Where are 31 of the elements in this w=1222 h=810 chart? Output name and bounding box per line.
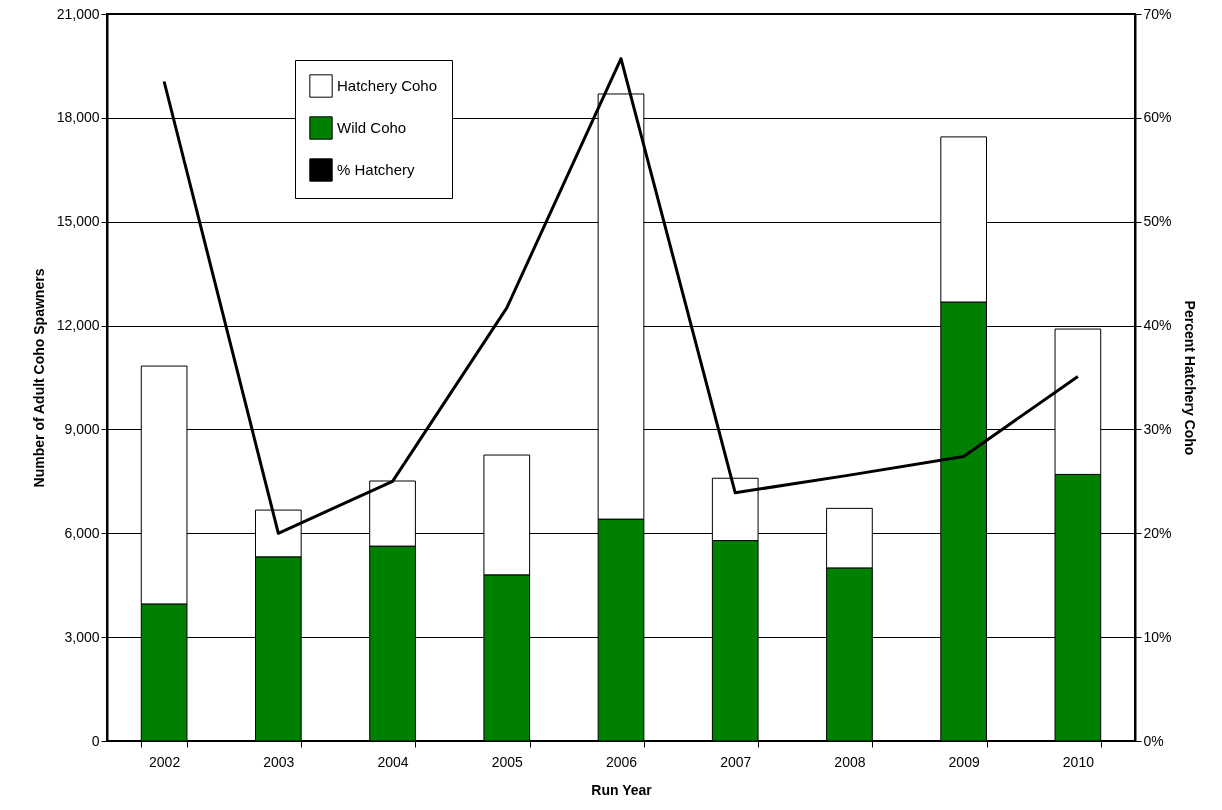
y2-tick-label: 0% [1143,732,1164,749]
legend-label: Wild Coho [337,119,407,136]
y-axis-title: Number of Adult Coho Spawners [30,268,47,488]
x-tick-label: 2004 [377,753,409,770]
x-tick-label: 2002 [149,753,181,770]
y-tick-label: 0 [91,732,100,749]
x-tick-label: 2003 [263,753,295,770]
y-tick-label: 21,000 [56,5,100,22]
y2-tick-label: 30% [1143,420,1172,437]
y2-axis-title: Percent Hatchery Coho [1181,300,1198,456]
y2-tick-label: 70% [1143,5,1172,22]
y2-tick-label: 40% [1143,317,1172,334]
y-tick-label: 12,000 [56,317,100,334]
y-tick-label: 3,000 [64,628,100,645]
legend-label: Hatchery Coho [337,77,438,94]
x-tick-label: 2005 [491,753,524,770]
x-tick-label: 2006 [605,753,638,770]
x-axis-title: Run Year [591,781,653,798]
x-tick-label: 2009 [948,753,980,770]
y2-tick-label: 50% [1143,213,1172,230]
y2-tick-label: 60% [1143,109,1172,126]
x-tick-label: 2007 [720,753,752,770]
y2-tick-label: 20% [1143,524,1172,541]
y-tick-label: 9,000 [64,420,100,437]
y-tick-label: 18,000 [56,109,100,126]
y-tick-label: 6,000 [64,524,100,541]
x-tick-label: 2008 [834,753,866,770]
y2-tick-label: 10% [1143,628,1172,645]
x-tick-label: 2010 [1062,753,1095,770]
legend-label: % Hatchery [337,161,416,178]
y-tick-label: 15,000 [56,213,100,230]
